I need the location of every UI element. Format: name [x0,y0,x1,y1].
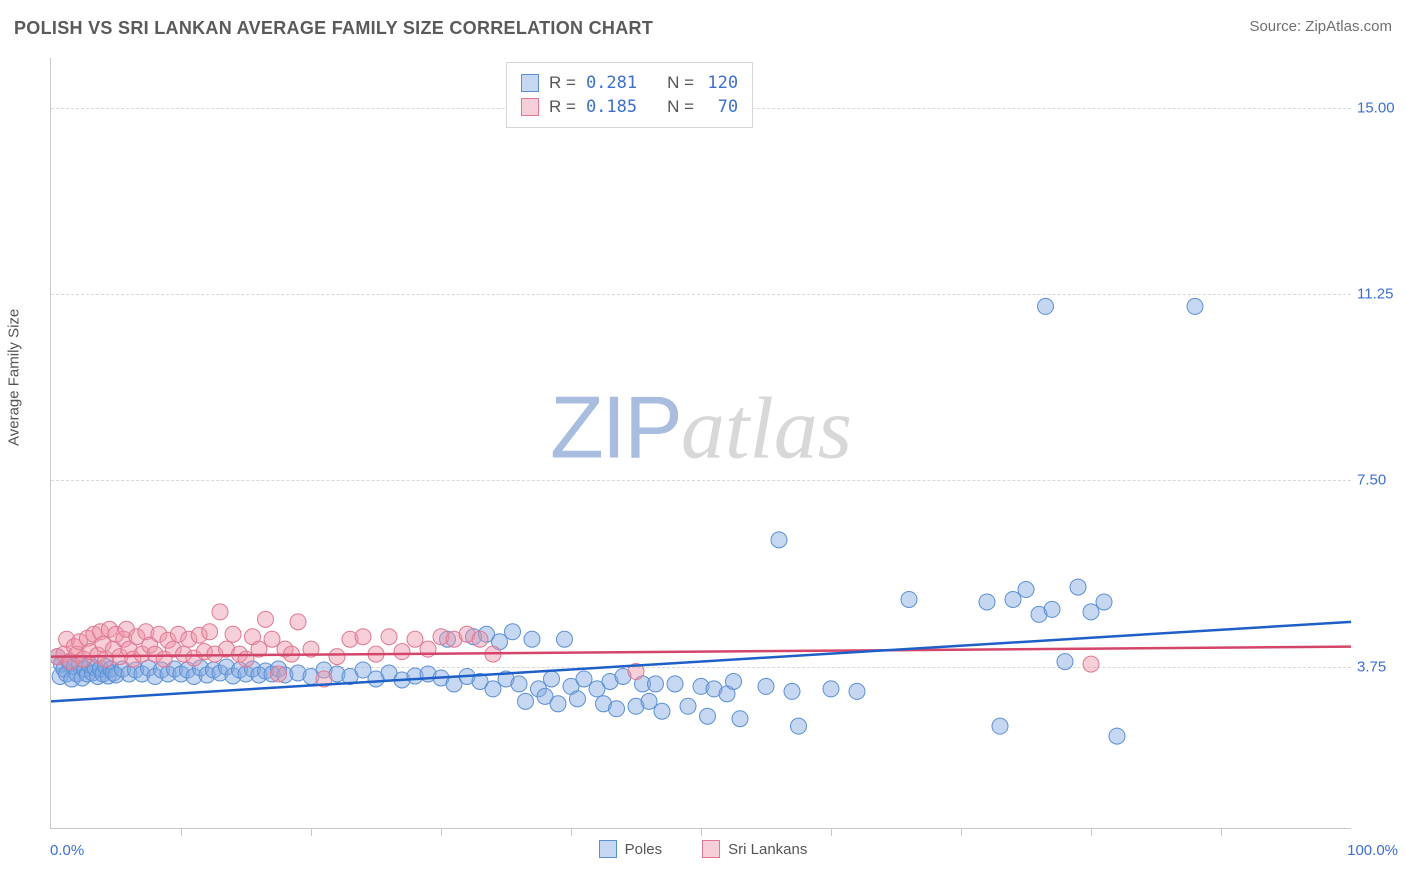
data-point [557,631,573,647]
data-point [355,629,371,645]
x-tick [441,828,442,836]
data-point [1038,298,1054,314]
y-tick-label: 7.50 [1357,472,1403,489]
data-point [1109,728,1125,744]
data-point [202,624,218,640]
data-point [505,624,521,640]
data-point [1005,591,1021,607]
data-point [518,693,534,709]
legend-r-value: 0.281 [586,73,637,93]
data-point [1070,579,1086,595]
data-point [641,693,657,709]
data-point [394,644,410,660]
y-tick-label: 11.25 [1357,285,1403,302]
swatch-poles [599,840,617,858]
chart-svg [51,58,1351,828]
data-point [758,678,774,694]
x-tick [831,828,832,836]
legend-swatch [521,74,539,92]
plot-area: ZIPatlas R =0.281N =120R =0.185N =70 3.7… [50,58,1351,829]
data-point [271,666,287,682]
data-point [1018,582,1034,598]
data-point [726,673,742,689]
data-point [1083,604,1099,620]
legend-n-value: 70 [704,97,738,117]
chart-title: POLISH VS SRI LANKAN AVERAGE FAMILY SIZE… [14,18,653,39]
x-tick [1221,828,1222,836]
data-point [654,703,670,719]
legend-r-label: R = [549,97,576,117]
legend-n-label: N = [667,97,694,117]
data-point [544,671,560,687]
legend-item-poles: Poles [599,840,663,858]
y-axis-label: Average Family Size [6,309,23,446]
legend-row: R = 0.281 N = 120 [521,73,738,93]
data-point [784,683,800,699]
data-point [1096,594,1112,610]
data-point [258,611,274,627]
data-point [609,701,625,717]
legend-item-srilankans: Sri Lankans [702,840,807,858]
data-point [901,591,917,607]
data-point [472,631,488,647]
legend-r-label: R = [549,73,576,93]
correlation-legend: R = 0.281 N = 120 R = 0.185 N = 70 [506,62,753,128]
legend-n-label: N = [667,73,694,93]
series-legend: Poles Sri Lankans [0,840,1406,858]
data-point [667,676,683,692]
y-tick-label: 3.75 [1357,658,1403,675]
data-point [979,594,995,610]
x-tick [181,828,182,836]
data-point [992,718,1008,734]
legend-label-poles: Poles [625,841,663,858]
data-point [700,708,716,724]
data-point [290,614,306,630]
legend-label-srilankans: Sri Lankans [728,841,807,858]
x-tick [311,828,312,836]
data-point [225,626,241,642]
data-point [680,698,696,714]
data-point [550,696,566,712]
swatch-srilankans [702,840,720,858]
data-point [648,676,664,692]
data-point [238,651,254,667]
data-point [732,711,748,727]
data-point [570,691,586,707]
data-point [1057,654,1073,670]
y-tick-label: 15.00 [1357,99,1403,116]
data-point [1044,601,1060,617]
data-point [264,631,280,647]
data-point [576,671,592,687]
data-point [485,681,501,697]
legend-n-value: 120 [704,73,738,93]
data-point [791,718,807,734]
legend-r-value: 0.185 [586,97,637,117]
data-point [823,681,839,697]
chart-source: Source: ZipAtlas.com [1249,18,1392,35]
data-point [511,676,527,692]
data-point [771,532,787,548]
data-point [524,631,540,647]
data-point [849,683,865,699]
data-point [1187,298,1203,314]
x-tick [961,828,962,836]
legend-swatch [521,98,539,116]
x-tick [571,828,572,836]
x-tick [1091,828,1092,836]
legend-row: R = 0.185 N = 70 [521,97,738,117]
data-point [1083,656,1099,672]
x-tick [701,828,702,836]
data-point [407,631,423,647]
data-point [329,649,345,665]
data-point [212,604,228,620]
data-point [381,629,397,645]
